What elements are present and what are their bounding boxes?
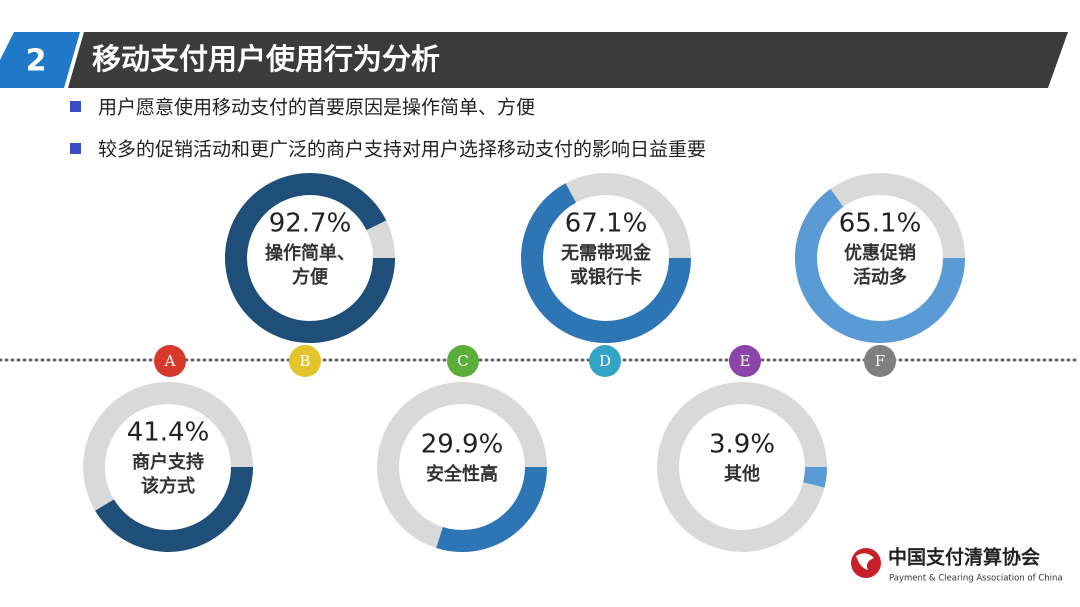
category-label: 商户支持 (132, 451, 204, 473)
value-label: 67.1% (565, 209, 648, 239)
donut-arc (436, 466, 547, 552)
marker-dot (447, 345, 479, 377)
slide-title: 移动支付用户使用行为分析 (92, 42, 440, 76)
bullet-text: 较多的促销活动和更广泛的商户支持对用户选择移动支付的影响日益重要 (98, 139, 706, 161)
category-label: 活动多 (853, 266, 907, 288)
bullet-icon (70, 143, 81, 154)
donut-arc (95, 466, 253, 552)
marker-label: C (457, 352, 468, 370)
value-label: 41.4% (127, 418, 210, 448)
category-label: 无需带现金 (561, 242, 652, 264)
marker-dot (289, 345, 321, 377)
bullet-icon (70, 101, 81, 112)
category-label: 方便 (292, 266, 329, 288)
category-label: 优惠促销 (844, 242, 916, 264)
logo-icon-mark (856, 553, 874, 570)
section-number: 2 (26, 44, 47, 79)
marker-label: E (740, 352, 751, 370)
marker-dot (589, 345, 621, 377)
marker-dot (729, 345, 761, 377)
value-label: 3.9% (709, 430, 775, 460)
value-label: 29.9% (421, 430, 504, 460)
marker-dot (864, 345, 896, 377)
bullet-text: 用户愿意使用移动支付的首要原因是操作简单、方便 (98, 97, 535, 119)
logo-subtitle: Payment & Clearing Association of China (889, 574, 1063, 584)
title-bar (68, 32, 1068, 88)
logo-name: 中国支付清算协会 (888, 546, 1040, 569)
donut-arc (795, 188, 965, 343)
marker-label: B (299, 352, 310, 370)
marker-label: F (875, 352, 885, 370)
value-label: 65.1% (839, 209, 922, 239)
category-label: 操作简单、 (265, 242, 355, 264)
marker-label: D (599, 352, 611, 370)
donut-arc (225, 173, 395, 343)
marker-label: A (164, 352, 176, 370)
donut-arc (803, 466, 827, 488)
value-label: 92.7% (269, 209, 352, 239)
category-label: 或银行卡 (570, 266, 642, 288)
marker-dot (154, 345, 186, 377)
category-label: 该方式 (141, 475, 195, 497)
category-label: 安全性高 (426, 463, 498, 485)
donut-arc (521, 183, 691, 343)
category-label: 其他 (724, 463, 760, 485)
number-badge (0, 32, 80, 88)
